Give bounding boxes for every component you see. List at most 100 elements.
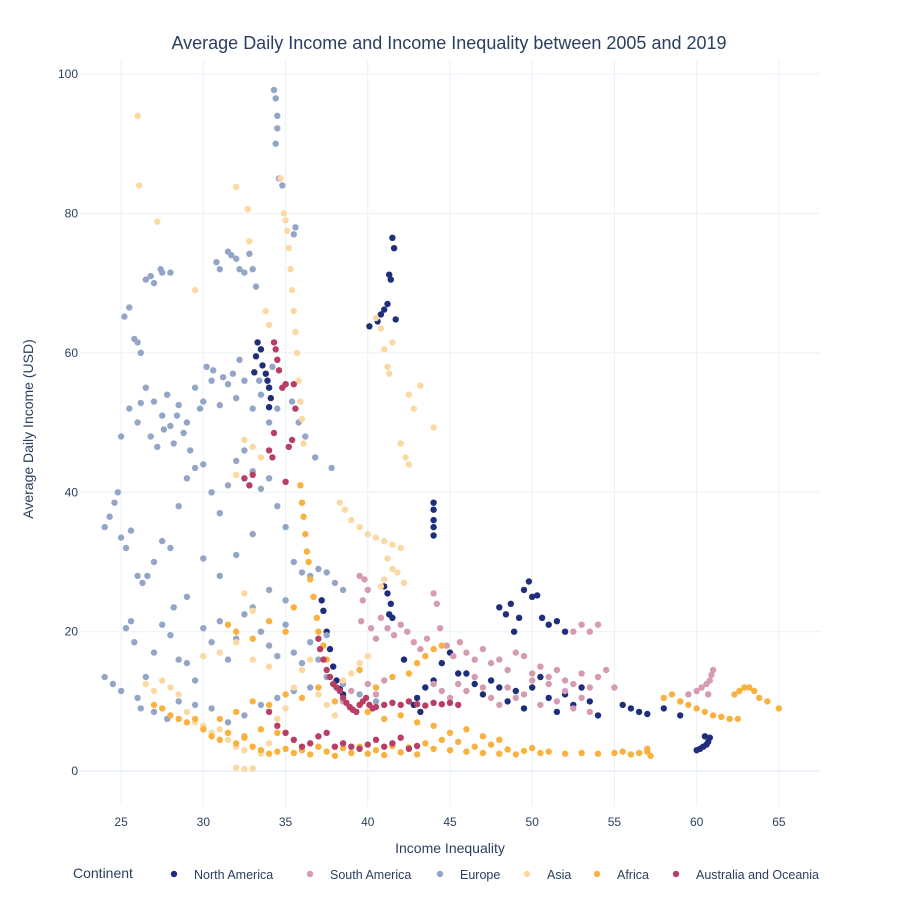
data-point	[512, 751, 519, 758]
data-point	[200, 625, 207, 632]
data-point	[387, 276, 394, 283]
data-point	[570, 628, 577, 635]
data-point	[660, 705, 667, 712]
data-point	[381, 751, 388, 759]
data-point	[150, 687, 158, 695]
data-point	[463, 726, 470, 733]
legend-item-africa[interactable]: Africa	[593, 868, 649, 882]
data-point	[389, 234, 396, 241]
data-point	[279, 182, 286, 189]
data-points	[101, 86, 783, 773]
data-point	[400, 656, 408, 663]
series-europe	[101, 86, 380, 726]
legend: Continent North America South America Euro…	[73, 865, 819, 882]
data-point	[164, 391, 171, 398]
data-point	[265, 618, 273, 625]
data-point	[545, 621, 552, 628]
legend-label: Australia and Oceania	[696, 868, 819, 882]
data-point	[668, 691, 676, 698]
data-point	[183, 719, 191, 726]
data-point	[410, 405, 417, 412]
data-point	[265, 384, 273, 391]
data-point	[389, 339, 396, 346]
data-point	[463, 670, 470, 677]
data-point	[377, 325, 385, 332]
data-point	[685, 691, 692, 698]
data-point	[746, 684, 753, 691]
data-point	[191, 286, 199, 294]
data-point	[677, 712, 684, 719]
data-point	[545, 748, 552, 755]
data-point	[241, 447, 248, 454]
legend-marker	[523, 870, 531, 878]
data-point	[167, 712, 174, 719]
legend-item-north-america[interactable]: North America	[170, 868, 273, 882]
data-point	[142, 673, 149, 681]
data-point	[302, 433, 309, 440]
x-tick-label: 60	[690, 815, 704, 829]
data-point	[191, 701, 199, 709]
data-point	[274, 125, 281, 132]
data-point	[479, 691, 487, 698]
data-point	[741, 684, 748, 691]
data-point	[611, 749, 618, 757]
data-point	[288, 436, 296, 444]
data-point	[287, 266, 294, 273]
legend-item-europe[interactable]: Europe	[436, 868, 501, 882]
data-point	[191, 677, 199, 684]
data-point	[339, 586, 347, 594]
data-point	[249, 635, 256, 642]
data-point	[537, 673, 544, 681]
data-point	[430, 680, 437, 688]
data-point	[200, 555, 207, 562]
data-point	[422, 740, 429, 747]
x-tick-label: 35	[279, 815, 293, 829]
data-point	[259, 362, 266, 369]
data-point	[348, 516, 355, 524]
data-point	[479, 733, 487, 740]
data-point	[417, 645, 424, 653]
data-point	[433, 600, 440, 607]
data-point	[553, 698, 561, 705]
data-point	[331, 579, 339, 587]
data-point	[430, 516, 437, 524]
data-point	[290, 736, 297, 743]
data-point	[274, 405, 281, 412]
data-point	[402, 454, 409, 461]
data-point	[216, 572, 223, 580]
data-point	[397, 440, 404, 447]
data-point	[413, 742, 421, 750]
data-point	[413, 719, 421, 726]
legend-item-australia-and-oceania[interactable]: Australia and Oceania	[672, 868, 819, 882]
data-point	[377, 614, 385, 621]
data-point	[400, 579, 408, 587]
data-point	[293, 349, 301, 356]
data-point	[348, 687, 355, 695]
data-point	[353, 708, 360, 716]
data-point	[389, 699, 396, 706]
data-point	[147, 272, 154, 280]
data-point	[323, 666, 330, 674]
data-point	[381, 306, 388, 313]
data-point	[389, 614, 396, 621]
data-point	[191, 464, 199, 472]
data-point	[323, 701, 330, 709]
data-point	[297, 482, 304, 489]
data-point	[430, 532, 437, 539]
data-point	[463, 687, 470, 695]
data-point	[578, 621, 585, 628]
data-point	[302, 530, 309, 538]
series-australia-and-oceania	[241, 339, 462, 752]
data-point	[339, 744, 347, 752]
legend-item-asia[interactable]: Asia	[523, 868, 572, 882]
data-point	[187, 447, 194, 454]
data-point	[236, 266, 243, 273]
data-point	[265, 740, 273, 747]
data-point	[553, 708, 561, 716]
data-point	[537, 749, 544, 757]
data-point	[249, 405, 256, 412]
data-point	[269, 454, 276, 461]
legend-item-south-america[interactable]: South America	[306, 868, 412, 882]
data-point	[413, 701, 421, 708]
data-point	[384, 590, 391, 597]
